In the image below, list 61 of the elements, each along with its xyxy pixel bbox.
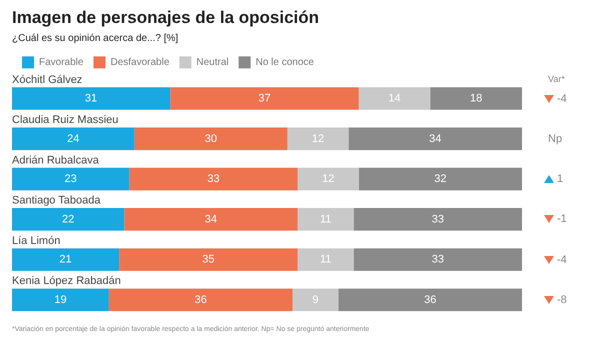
bar bbox=[119, 248, 298, 271]
data-label: 34 bbox=[429, 132, 442, 145]
bar bbox=[292, 288, 338, 312]
bar bbox=[354, 248, 522, 271]
text: 1 bbox=[557, 173, 564, 186]
y-tick-label: Xóchitl Gálvez bbox=[12, 74, 82, 86]
bar bbox=[108, 288, 292, 312]
data-label: 22 bbox=[62, 213, 74, 226]
data-label: 33 bbox=[432, 213, 444, 226]
text: Np bbox=[548, 132, 562, 145]
bar bbox=[348, 128, 522, 150]
data-label: 32 bbox=[434, 173, 447, 186]
legend-label: Neutral bbox=[196, 57, 229, 68]
legend-label: Favorable bbox=[39, 57, 84, 68]
bar bbox=[12, 208, 124, 231]
bar bbox=[12, 248, 120, 271]
data-label: 33 bbox=[207, 173, 220, 186]
legend-label: No le conoce bbox=[256, 57, 314, 68]
data-label: 35 bbox=[202, 254, 214, 266]
bar bbox=[287, 128, 349, 150]
bar bbox=[134, 128, 288, 150]
text: -4 bbox=[557, 254, 567, 266]
bar bbox=[430, 87, 522, 110]
bar bbox=[338, 288, 522, 312]
bar bbox=[358, 87, 430, 110]
data-label: 18 bbox=[470, 92, 482, 105]
data-label: 30 bbox=[204, 132, 218, 145]
bar bbox=[12, 168, 130, 190]
y-tick-label: Claudia Ruiz Massieu bbox=[12, 114, 118, 126]
data-label: 31 bbox=[84, 92, 98, 105]
y-tick-label: Lía Limón bbox=[12, 234, 60, 247]
bar bbox=[354, 208, 522, 231]
y-tick-label: Kenia López Rabadán bbox=[12, 275, 121, 288]
data-label: 36 bbox=[194, 294, 207, 306]
text: -1 bbox=[557, 213, 567, 226]
bar bbox=[298, 248, 354, 271]
bar bbox=[129, 168, 298, 190]
bar bbox=[170, 87, 359, 110]
text: Var* bbox=[548, 74, 565, 84]
bar bbox=[124, 208, 298, 231]
bar bbox=[298, 168, 359, 190]
text: -4 bbox=[557, 92, 567, 105]
y-tick-label: Santiago Taboada bbox=[12, 194, 102, 207]
text: -8 bbox=[557, 294, 567, 306]
y-tick-label: Adrián Rubalcava bbox=[12, 154, 100, 166]
bar bbox=[298, 208, 354, 231]
data-label: 36 bbox=[424, 294, 436, 306]
bar bbox=[358, 168, 522, 190]
data-label: 21 bbox=[59, 254, 72, 266]
chart-title: Imagen de personajes de la oposición bbox=[12, 8, 320, 27]
chart-subtitle: ¿Cuál es su opinión acerca de...? [%] bbox=[12, 33, 178, 44]
bar bbox=[12, 288, 109, 312]
bar bbox=[12, 87, 170, 110]
bar bbox=[12, 128, 134, 150]
data-label: 34 bbox=[204, 213, 218, 226]
data-label: 37 bbox=[258, 92, 271, 105]
legend-label: Desfavorable bbox=[110, 57, 170, 68]
data-label: 19 bbox=[54, 294, 67, 306]
data-label: 33 bbox=[432, 254, 444, 266]
data-label: 24 bbox=[67, 132, 80, 145]
data-label: 23 bbox=[64, 173, 77, 186]
